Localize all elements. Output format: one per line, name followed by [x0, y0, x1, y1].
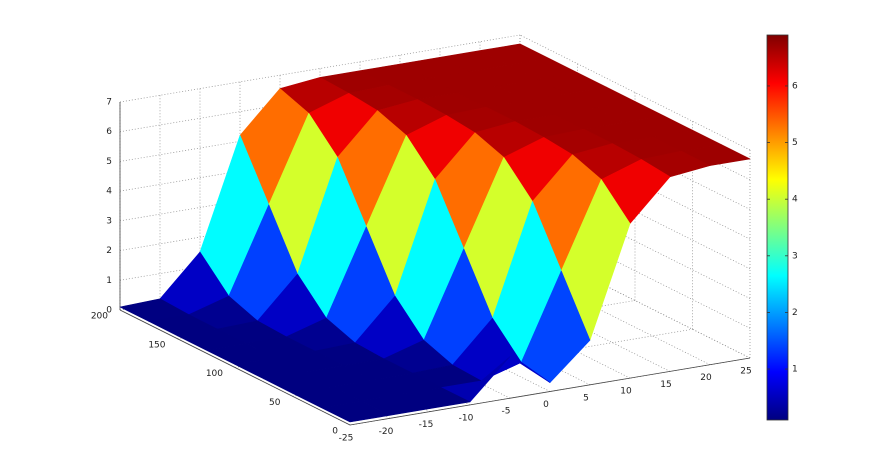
grid-line	[319, 276, 551, 392]
grid-line	[439, 256, 671, 372]
colorbar-tick-label: 4	[792, 195, 798, 205]
axis-line	[119, 309, 351, 426]
z-tick-label: 0	[106, 306, 112, 316]
z-tick-label: 3	[106, 216, 112, 226]
colorbar-tick-label: 1	[792, 365, 798, 375]
x-tick-label: 5	[583, 393, 589, 403]
x-tick-label: -5	[502, 407, 511, 417]
z-tick-label: 2	[106, 246, 112, 256]
z-tick-label: 7	[106, 98, 112, 108]
x-tick-label: 0	[543, 400, 549, 410]
colorbar-tick-label: 2	[792, 308, 798, 318]
colorbar-scale	[766, 34, 789, 421]
colorbar: 1 2 3 4 5 6	[766, 34, 798, 421]
z-tick-label: 4	[106, 187, 112, 197]
x-tick-label: 10	[620, 387, 632, 397]
grid-line	[519, 153, 751, 270]
z-tick-label: 5	[106, 157, 112, 167]
grid-line	[519, 123, 751, 240]
surface-patch	[320, 400, 391, 423]
y-tick-label: 50	[269, 398, 281, 408]
x-tick-label: -15	[419, 420, 434, 430]
colorbar-tick-label: 3	[792, 251, 798, 261]
grid-line	[519, 34, 751, 151]
x-tick-label: 20	[700, 373, 712, 383]
y-tick-label: 150	[148, 340, 165, 350]
grid-line	[519, 183, 751, 299]
x-tick-label: -25	[339, 434, 354, 444]
x-tick-label: 25	[740, 367, 751, 377]
grid-line	[519, 242, 751, 359]
y-tick-label: 100	[206, 369, 223, 379]
grid-line	[479, 249, 711, 366]
y-tick-label: 0	[332, 427, 338, 437]
surface	[119, 43, 751, 423]
y-tick-label: 200	[91, 312, 108, 322]
x-tick-label: -20	[379, 427, 394, 437]
grid-line	[399, 262, 631, 379]
z-tick-label: 6	[106, 127, 112, 137]
colorbar-tick-label: 6	[792, 81, 798, 91]
tick-labels: -25-20-15-10-505101520250501001502000123…	[91, 98, 752, 444]
x-tick-label: 15	[660, 380, 671, 390]
grid-line	[519, 94, 751, 210]
x-tick-label: -10	[459, 413, 474, 423]
colorbar-tick-label: 5	[792, 138, 798, 148]
axis-line	[349, 357, 751, 426]
grid-line	[519, 212, 751, 329]
z-tick-label: 1	[106, 276, 112, 286]
